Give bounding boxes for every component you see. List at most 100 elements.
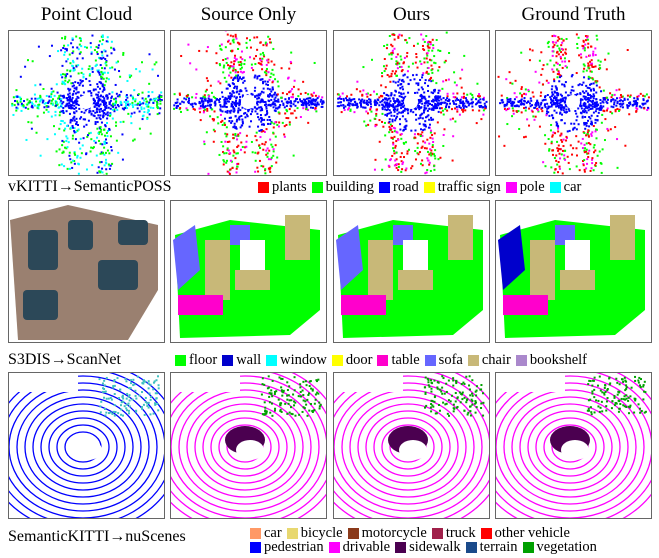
point: [302, 411, 304, 413]
point: [420, 163, 422, 165]
point: [389, 129, 391, 131]
point: [556, 147, 558, 149]
point: [433, 101, 435, 103]
point: [471, 393, 473, 395]
point: [448, 100, 450, 102]
point: [272, 380, 274, 382]
point: [293, 103, 295, 105]
point: [148, 407, 150, 409]
point: [288, 403, 290, 405]
point: [640, 378, 642, 380]
point: [65, 60, 67, 62]
point: [210, 85, 212, 87]
point: [140, 106, 142, 108]
point: [237, 111, 239, 113]
legend-text: table: [391, 352, 419, 369]
point: [106, 135, 108, 137]
point: [592, 51, 594, 53]
point: [564, 57, 566, 59]
point: [374, 118, 376, 120]
point: [397, 53, 399, 55]
point: [142, 118, 144, 120]
point: [397, 81, 399, 83]
point: [125, 103, 127, 105]
legend-text: pedestrian: [264, 539, 324, 556]
point: [390, 44, 392, 46]
legend-text: floor: [189, 352, 217, 369]
point: [321, 106, 323, 108]
point: [441, 387, 443, 389]
point: [591, 101, 593, 103]
point: [558, 47, 560, 49]
point: [245, 87, 247, 89]
point: [294, 80, 296, 82]
point: [386, 65, 388, 67]
sensor: [241, 95, 255, 109]
point: [452, 93, 454, 95]
point: [588, 399, 590, 401]
point: [110, 52, 112, 54]
point: [75, 138, 77, 140]
point: [253, 58, 255, 60]
point: [424, 124, 426, 126]
point: [232, 155, 234, 157]
point: [78, 72, 80, 74]
point: [126, 94, 128, 96]
point: [76, 57, 78, 59]
point: [416, 56, 418, 58]
point: [599, 64, 601, 66]
point: [268, 104, 270, 106]
point: [115, 125, 117, 127]
point: [77, 64, 79, 66]
point: [417, 67, 419, 69]
legend-text: plants: [272, 179, 307, 196]
point: [192, 106, 194, 108]
point: [578, 84, 580, 86]
point: [482, 98, 484, 100]
point: [436, 412, 438, 414]
point: [432, 146, 434, 148]
point: [129, 74, 131, 76]
point: [240, 56, 242, 58]
point: [384, 134, 386, 136]
point: [233, 149, 235, 151]
point: [599, 67, 601, 69]
point: [263, 88, 265, 90]
point: [249, 126, 251, 128]
point: [584, 44, 586, 46]
point: [207, 46, 209, 48]
point: [240, 141, 242, 143]
point: [560, 94, 562, 96]
point: [34, 94, 36, 96]
panel: [495, 30, 652, 176]
point: [94, 106, 96, 108]
point: [269, 401, 271, 403]
point: [97, 47, 99, 49]
point: [617, 391, 619, 393]
point: [232, 65, 234, 67]
point: [401, 100, 403, 102]
point: [110, 165, 112, 167]
point: [56, 150, 58, 152]
point: [350, 94, 352, 96]
table-region: [503, 295, 548, 315]
point: [265, 103, 267, 105]
legend-swatch: [379, 182, 390, 193]
point: [238, 43, 240, 45]
point: [410, 130, 412, 132]
point: [261, 394, 263, 396]
point: [261, 58, 263, 60]
point: [289, 412, 291, 414]
point: [591, 167, 593, 169]
point: [59, 102, 61, 104]
point: [636, 102, 638, 104]
point: [97, 114, 99, 116]
point: [627, 400, 629, 402]
point: [290, 399, 292, 401]
point: [124, 101, 126, 103]
point: [501, 95, 503, 97]
point: [60, 123, 62, 125]
point: [521, 98, 523, 100]
legend-swatch: [377, 355, 388, 366]
point: [91, 53, 93, 55]
